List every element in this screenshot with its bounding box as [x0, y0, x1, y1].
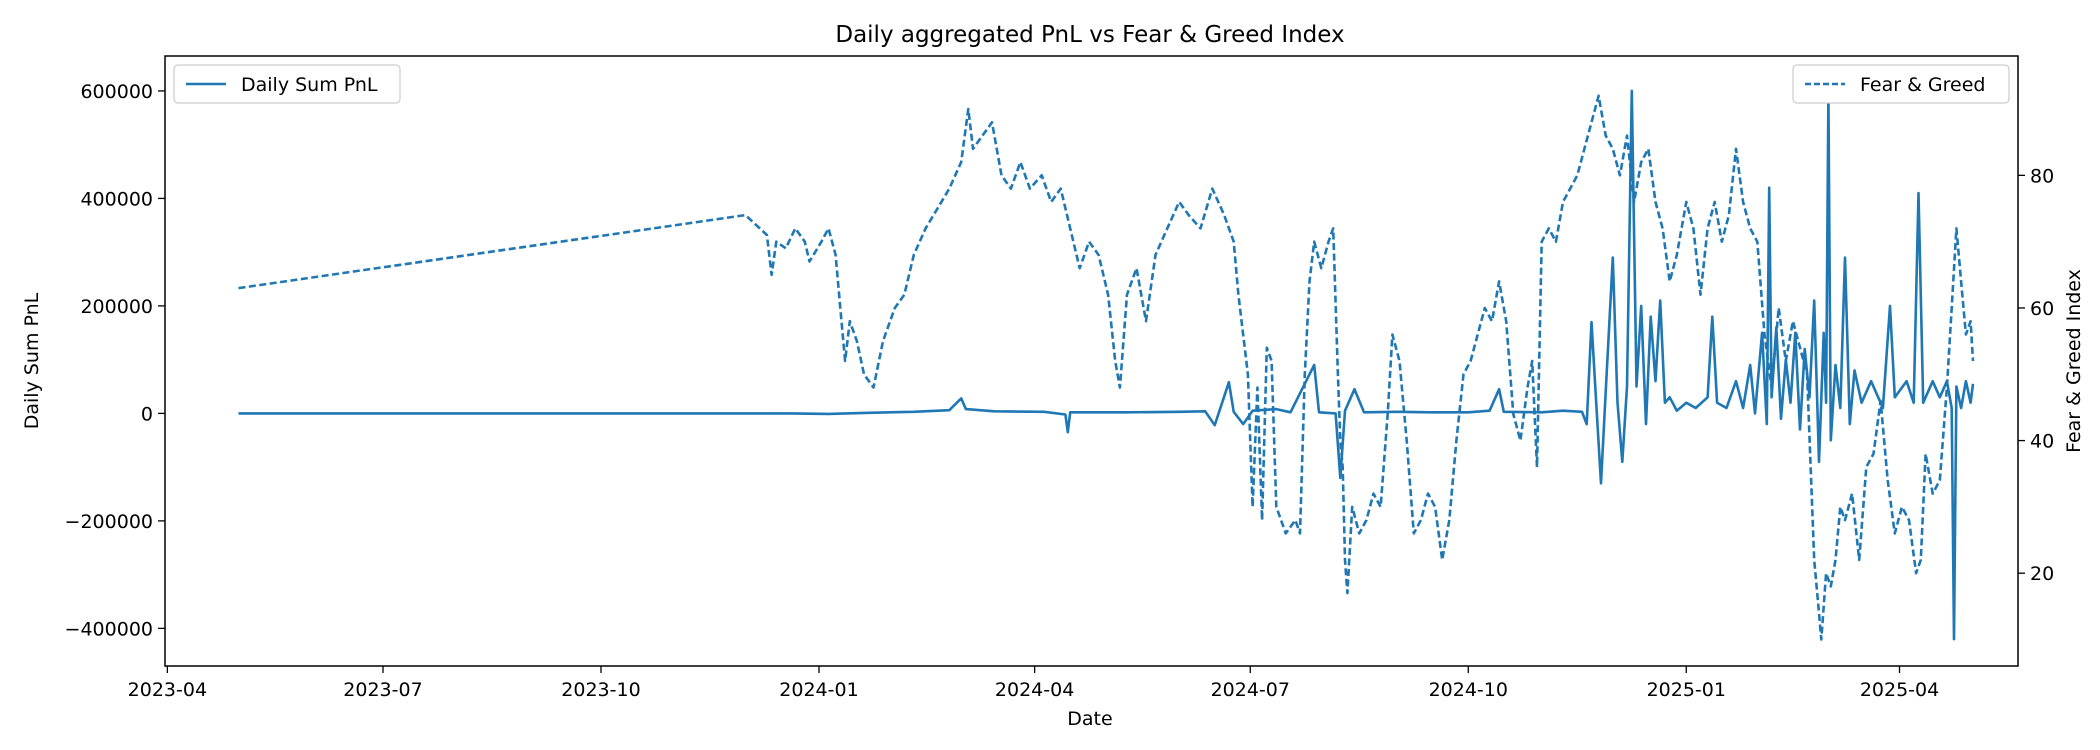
x-tick-label: 2023-07: [343, 679, 422, 701]
daily-pnl-line: [238, 89, 1975, 641]
y2-tick-label: 40: [2030, 431, 2054, 453]
x-tick-label: 2025-01: [1647, 679, 1726, 701]
y-axis-left: −400000 −200000 0 200000 400000 600000: [65, 81, 165, 640]
x-tick-label: 2025-04: [1860, 679, 1939, 701]
y-tick-label: −200000: [65, 511, 153, 533]
y-tick-label: 0: [141, 403, 153, 425]
y2-axis-title: Fear & Greed Index: [2063, 269, 2085, 453]
y2-tick-label: 60: [2030, 298, 2054, 320]
legend-left: Daily Sum PnL: [173, 64, 401, 104]
legend-left-label: Daily Sum PnL: [241, 74, 378, 96]
legend-right-box: [1792, 64, 2010, 104]
x-tick-label: 2023-10: [561, 679, 640, 701]
y-axis-right: 20 40 60 80: [2018, 165, 2054, 585]
y-tick-label: 600000: [80, 81, 153, 103]
x-tick-label: 2024-10: [1429, 679, 1508, 701]
y2-tick-label: 20: [2030, 563, 2054, 585]
x-tick-label: 2023-04: [128, 679, 207, 701]
x-axis: 2023-04 2023-07 2023-10 2024-01 2024-04 2024-…: [128, 666, 1939, 701]
x-axis-title: Date: [1067, 708, 1112, 730]
y2-tick-label: 80: [2030, 165, 2054, 187]
plot-area: [238, 89, 1975, 641]
plot-frame: [164, 55, 2019, 667]
fear-greed-line: [238, 94, 1975, 641]
legend-left-box: [173, 64, 401, 104]
chart-title: Daily aggregated PnL vs Fear & Greed Ind…: [835, 22, 1344, 48]
y-tick-label: 200000: [80, 296, 153, 318]
x-tick-label: 2024-04: [995, 679, 1074, 701]
y-tick-label: 400000: [80, 188, 153, 210]
y-tick-label: −400000: [65, 618, 153, 640]
x-tick-label: 2024-07: [1211, 679, 1290, 701]
legend-right: Fear & Greed: [1792, 64, 2010, 104]
y-axis-title: Daily Sum PnL: [21, 292, 43, 429]
legend-right-label: Fear & Greed: [1860, 74, 1986, 96]
x-tick-label: 2024-01: [779, 679, 858, 701]
